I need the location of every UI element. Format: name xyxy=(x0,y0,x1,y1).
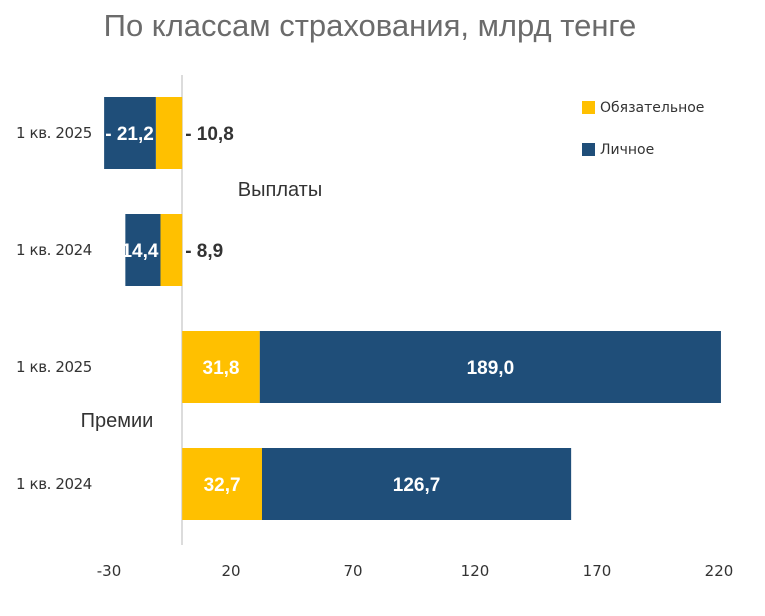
category-label: 1 кв. 2024 xyxy=(16,241,92,259)
data-label: - 8,9 xyxy=(185,241,223,262)
data-label: 189,0 xyxy=(467,358,515,379)
data-label: 14,4 xyxy=(121,241,158,262)
bar-segment xyxy=(182,331,260,403)
legend-swatch xyxy=(582,143,595,156)
bar-segment xyxy=(125,214,161,286)
chart-marks: Выплаты 1 кв. 2025 - 10,8 - 21,2 1 кв. 2024 -… xyxy=(16,97,721,520)
group-label: Премии xyxy=(81,410,154,432)
data-label: - 21,2 xyxy=(105,124,154,145)
data-label: - 10,8 xyxy=(185,124,234,145)
x-tick-label: 120 xyxy=(461,562,490,580)
data-label: 32,7 xyxy=(204,475,241,496)
x-tick-label: 20 xyxy=(221,562,240,580)
category-label: 1 кв. 2025 xyxy=(16,358,92,376)
data-label: 31,8 xyxy=(203,358,240,379)
legend-swatch xyxy=(582,101,595,114)
group-label: Выплаты xyxy=(238,179,322,201)
x-tick-label: 220 xyxy=(705,562,734,580)
legend-label: Личное xyxy=(600,142,654,158)
legend-label: Обязательное xyxy=(600,100,704,116)
bar-segment xyxy=(155,97,183,169)
legend: Обязательное Личное xyxy=(582,100,704,158)
bar-segment xyxy=(104,97,156,169)
bar-segment xyxy=(259,331,721,403)
x-tick-label: 70 xyxy=(343,562,362,580)
category-label: 1 кв. 2025 xyxy=(16,124,92,142)
data-label: 126,7 xyxy=(393,475,441,496)
bar-segment xyxy=(160,214,183,286)
chart-title: По классам страхования, млрд тенге xyxy=(104,8,637,43)
category-label: 1 кв. 2024 xyxy=(16,475,92,493)
bar-segment xyxy=(182,448,262,520)
bar-segment xyxy=(261,448,572,520)
x-tick-label: 170 xyxy=(583,562,612,580)
x-tick-label: -30 xyxy=(97,562,122,580)
x-axis-ticks: -30 20 70 120 170 220 xyxy=(97,562,734,580)
